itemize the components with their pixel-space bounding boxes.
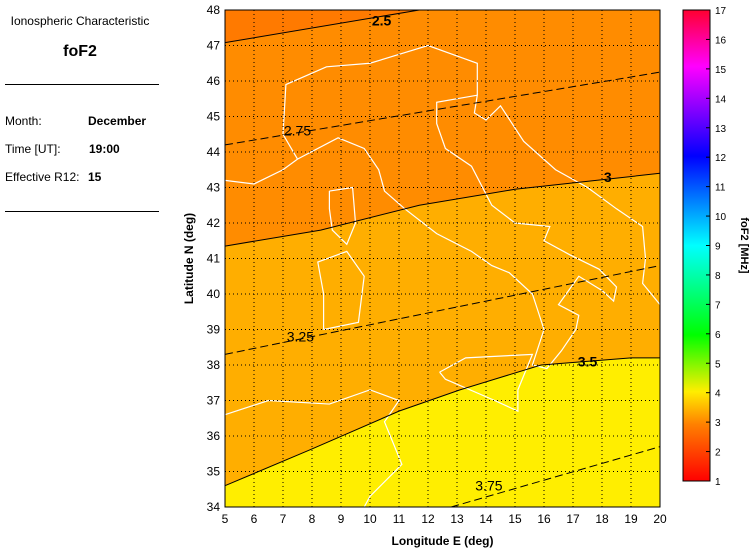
contour-label: 3 bbox=[604, 169, 612, 185]
colorbar-tick-label: 3 bbox=[715, 418, 721, 429]
x-tick-label: 7 bbox=[280, 512, 287, 526]
contour-line-2.75 bbox=[224, 71, 661, 146]
colorbar-label: foF2 [MHz] bbox=[738, 217, 750, 274]
x-tick-label: 13 bbox=[450, 512, 464, 526]
colorbar-tick-label: 9 bbox=[715, 242, 721, 253]
colorbar-tick-label: 1 bbox=[715, 477, 721, 488]
y-tick-label: 48 bbox=[207, 3, 221, 17]
r12-label: Effective R12: bbox=[5, 170, 80, 184]
contour-label: 3.75 bbox=[475, 478, 502, 494]
x-tick-label: 20 bbox=[653, 512, 667, 526]
colorbar-tick-label: 7 bbox=[715, 300, 721, 311]
x-tick-label: 5 bbox=[222, 512, 229, 526]
time-label: Time [UT]: bbox=[5, 142, 61, 156]
colorbar-tick-label: 11 bbox=[715, 183, 726, 194]
x-tick-label: 10 bbox=[363, 512, 377, 526]
x-tick-label: 12 bbox=[421, 512, 435, 526]
month-value: December bbox=[88, 114, 147, 128]
y-tick-label: 46 bbox=[207, 74, 221, 88]
colorbar-tick-label: 10 bbox=[715, 212, 727, 223]
contour-line-3 bbox=[224, 172, 661, 247]
contour-label: 3.25 bbox=[287, 329, 314, 345]
x-tick-label: 16 bbox=[537, 512, 551, 526]
y-tick-label: 37 bbox=[207, 394, 221, 408]
colorbar-tick-label: 17 bbox=[715, 6, 727, 17]
colorbar-tick-label: 14 bbox=[715, 94, 727, 105]
contour-line-3.25 bbox=[224, 265, 661, 355]
region-above-3.5 bbox=[225, 357, 660, 507]
colorbar-tick-label: 2 bbox=[715, 448, 721, 459]
plot-frame bbox=[224, 9, 661, 508]
y-tick-label: 42 bbox=[207, 216, 221, 230]
x-axis-label: Longitude E (deg) bbox=[392, 534, 494, 548]
y-tick-label: 40 bbox=[207, 287, 221, 301]
colorbar-tick-label: 13 bbox=[715, 124, 727, 135]
y-tick-label: 34 bbox=[207, 500, 221, 514]
contour-line-3.75 bbox=[451, 446, 661, 508]
x-tick-label: 8 bbox=[309, 512, 316, 526]
colorbar bbox=[682, 9, 711, 482]
x-tick-label: 15 bbox=[508, 512, 522, 526]
y-tick-label: 41 bbox=[207, 252, 221, 266]
contour-line-2.5 bbox=[224, 9, 420, 44]
y-axis-label: Latitude N (deg) bbox=[182, 213, 196, 304]
colorbar-tick-label: 16 bbox=[715, 35, 727, 46]
colorbar-tick-label: 5 bbox=[715, 359, 721, 370]
parameter-name: foF2 bbox=[63, 43, 97, 60]
heading: Ionospheric Characteristic bbox=[10, 14, 150, 28]
colorbar-tick-label: 15 bbox=[715, 65, 727, 76]
x-tick-label: 17 bbox=[566, 512, 580, 526]
y-tick-label: 47 bbox=[207, 39, 221, 53]
coastline bbox=[224, 94, 661, 370]
y-tick-label: 44 bbox=[207, 145, 221, 159]
x-tick-label: 6 bbox=[251, 512, 258, 526]
colorbar-tick-label: 12 bbox=[715, 153, 727, 164]
colorbar-tick-label: 6 bbox=[715, 330, 721, 341]
y-tick-label: 36 bbox=[207, 429, 221, 443]
y-tick-label: 45 bbox=[207, 110, 221, 124]
x-tick-label: 14 bbox=[479, 512, 493, 526]
contour-label: 3.5 bbox=[578, 353, 598, 369]
contour-line-3.5 bbox=[224, 357, 660, 487]
month-label: Month: bbox=[5, 114, 42, 128]
colorbar-tick-label: 4 bbox=[715, 389, 721, 400]
x-tick-label: 9 bbox=[338, 512, 345, 526]
x-tick-label: 18 bbox=[595, 512, 609, 526]
y-tick-label: 39 bbox=[207, 323, 221, 337]
coastline bbox=[282, 44, 478, 160]
r12-value: 15 bbox=[88, 170, 102, 184]
y-tick-label: 35 bbox=[207, 465, 221, 479]
contour-label: 2.5 bbox=[372, 13, 392, 29]
y-tick-label: 43 bbox=[207, 181, 221, 195]
colorbar-tick-label: 8 bbox=[715, 271, 721, 282]
coastline bbox=[328, 186, 357, 246]
coastline bbox=[224, 389, 403, 508]
y-tick-label: 38 bbox=[207, 358, 221, 372]
x-tick-label: 11 bbox=[393, 512, 406, 526]
divider bbox=[5, 84, 159, 85]
time-value: 19:00 bbox=[89, 142, 120, 156]
x-tick-label: 19 bbox=[624, 512, 638, 526]
contour-label: 2.75 bbox=[284, 123, 311, 139]
coastline bbox=[317, 250, 365, 331]
divider bbox=[5, 211, 159, 212]
